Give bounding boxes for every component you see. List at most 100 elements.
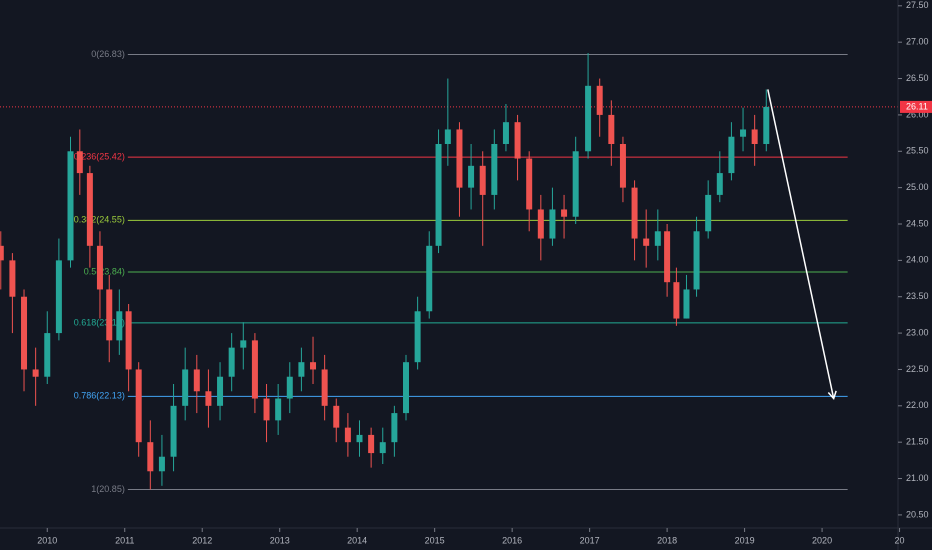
candle-body <box>751 129 758 144</box>
candle-body <box>468 165 475 188</box>
fib-level-label: 0.786(22.13) <box>74 391 125 401</box>
candle-body <box>321 369 328 406</box>
candle-body <box>549 209 556 239</box>
y-tick-label: 23.50 <box>906 291 929 301</box>
candle-body <box>435 144 442 246</box>
candle-body <box>402 362 409 414</box>
y-tick-label: 27.00 <box>906 37 929 47</box>
candle-body <box>96 245 103 290</box>
candle-body <box>537 209 544 239</box>
candle-body <box>572 151 579 217</box>
candle-body <box>693 231 700 290</box>
candle-body <box>55 260 62 334</box>
candle-body <box>444 129 451 144</box>
candle-body <box>298 362 305 377</box>
candle-body <box>125 311 132 370</box>
candle-body <box>654 231 661 246</box>
candle-body <box>32 369 39 377</box>
candle-body <box>158 456 165 472</box>
last-price-label: 26.11 <box>906 101 928 111</box>
candle-body <box>135 369 142 443</box>
candle-body <box>86 173 93 246</box>
candle-body <box>182 369 189 406</box>
candle-body <box>21 296 28 370</box>
candle-body <box>426 245 433 312</box>
x-tick-label: 2013 <box>270 535 290 545</box>
candle-body <box>596 85 603 115</box>
candle-body <box>643 238 650 246</box>
candle-body <box>502 122 509 144</box>
candle-body <box>673 282 680 319</box>
x-tick-label: 2015 <box>425 535 445 545</box>
candle-body <box>479 165 486 195</box>
y-tick-label: 27.50 <box>906 0 929 10</box>
candle-body <box>379 442 386 454</box>
candle-body <box>664 231 671 283</box>
candle-body <box>561 209 568 217</box>
candle-body <box>9 260 16 297</box>
candle-body <box>368 434 375 454</box>
candle-body <box>251 340 258 399</box>
x-tick-label: 2016 <box>502 535 522 545</box>
x-tick-label: 2012 <box>192 535 212 545</box>
fib-level-label: 0.5(23.84) <box>84 266 125 276</box>
y-tick-label: 25.00 <box>906 182 929 192</box>
candle-body <box>205 391 212 406</box>
candle-body <box>193 369 200 392</box>
y-tick-label: 22.50 <box>906 364 929 374</box>
candle-body <box>491 144 498 195</box>
x-tick-label: 2020 <box>812 535 832 545</box>
candle-body <box>147 442 154 472</box>
fib-level-label: 0.236(25.42) <box>74 151 125 161</box>
y-tick-label: 23.00 <box>906 327 929 337</box>
fib-level-label: 1(20.85) <box>91 484 125 494</box>
y-tick-label: 22.00 <box>906 400 929 410</box>
y-tick-label: 20.50 <box>906 509 929 519</box>
x-tick-label: 20 <box>895 535 905 545</box>
candle-body <box>263 398 270 421</box>
fib-level-label: 0.382(24.55) <box>74 215 125 225</box>
trend-arrow <box>767 89 837 401</box>
candle-body <box>44 333 51 377</box>
candle-body <box>67 151 74 261</box>
candle-body <box>683 289 690 319</box>
candle-body <box>217 376 224 406</box>
candle-body <box>240 340 247 348</box>
candle-body <box>526 158 533 210</box>
y-tick-label: 24.50 <box>906 218 929 228</box>
candle-body <box>414 311 421 363</box>
x-tick-label: 2011 <box>115 535 134 545</box>
candle-body <box>619 144 626 188</box>
y-tick-label: 26.00 <box>906 109 929 119</box>
axes: 20.50 21.00 21.50 22.00 22.50 23.00 23.50 24.00… <box>37 0 932 545</box>
candle-body <box>228 347 235 377</box>
candle-body <box>106 289 113 341</box>
fib-level-label: 0.618(23.14) <box>74 317 125 327</box>
x-tick-label: 2017 <box>580 535 600 545</box>
candle-body <box>763 106 770 144</box>
candle-body <box>716 173 723 195</box>
candle-body <box>76 151 83 174</box>
plot-area: 0(26.83) 0.236(25.42) 0.382(24.55) 0.5(23.8… <box>0 49 898 494</box>
candle-body <box>344 427 351 443</box>
candle-body <box>0 245 4 261</box>
candle-body <box>333 405 340 428</box>
last-price-box <box>900 100 932 113</box>
candle-body <box>585 85 592 152</box>
candle-body <box>705 194 712 232</box>
y-tick-label: 21.00 <box>906 473 929 483</box>
y-tick-label: 24.00 <box>906 255 929 265</box>
candle-body <box>170 405 177 457</box>
y-tick-label: 25.50 <box>906 146 929 156</box>
y-tick-label: 21.50 <box>906 437 929 447</box>
x-tick-label: 2018 <box>657 535 677 545</box>
x-tick-label: 2019 <box>735 535 755 545</box>
fib-level-label: 0(26.83) <box>91 49 125 59</box>
candle-body <box>275 398 282 421</box>
candle-body <box>391 413 398 443</box>
y-tick-label: 26.50 <box>906 73 929 83</box>
x-tick-label: 2010 <box>37 535 57 545</box>
